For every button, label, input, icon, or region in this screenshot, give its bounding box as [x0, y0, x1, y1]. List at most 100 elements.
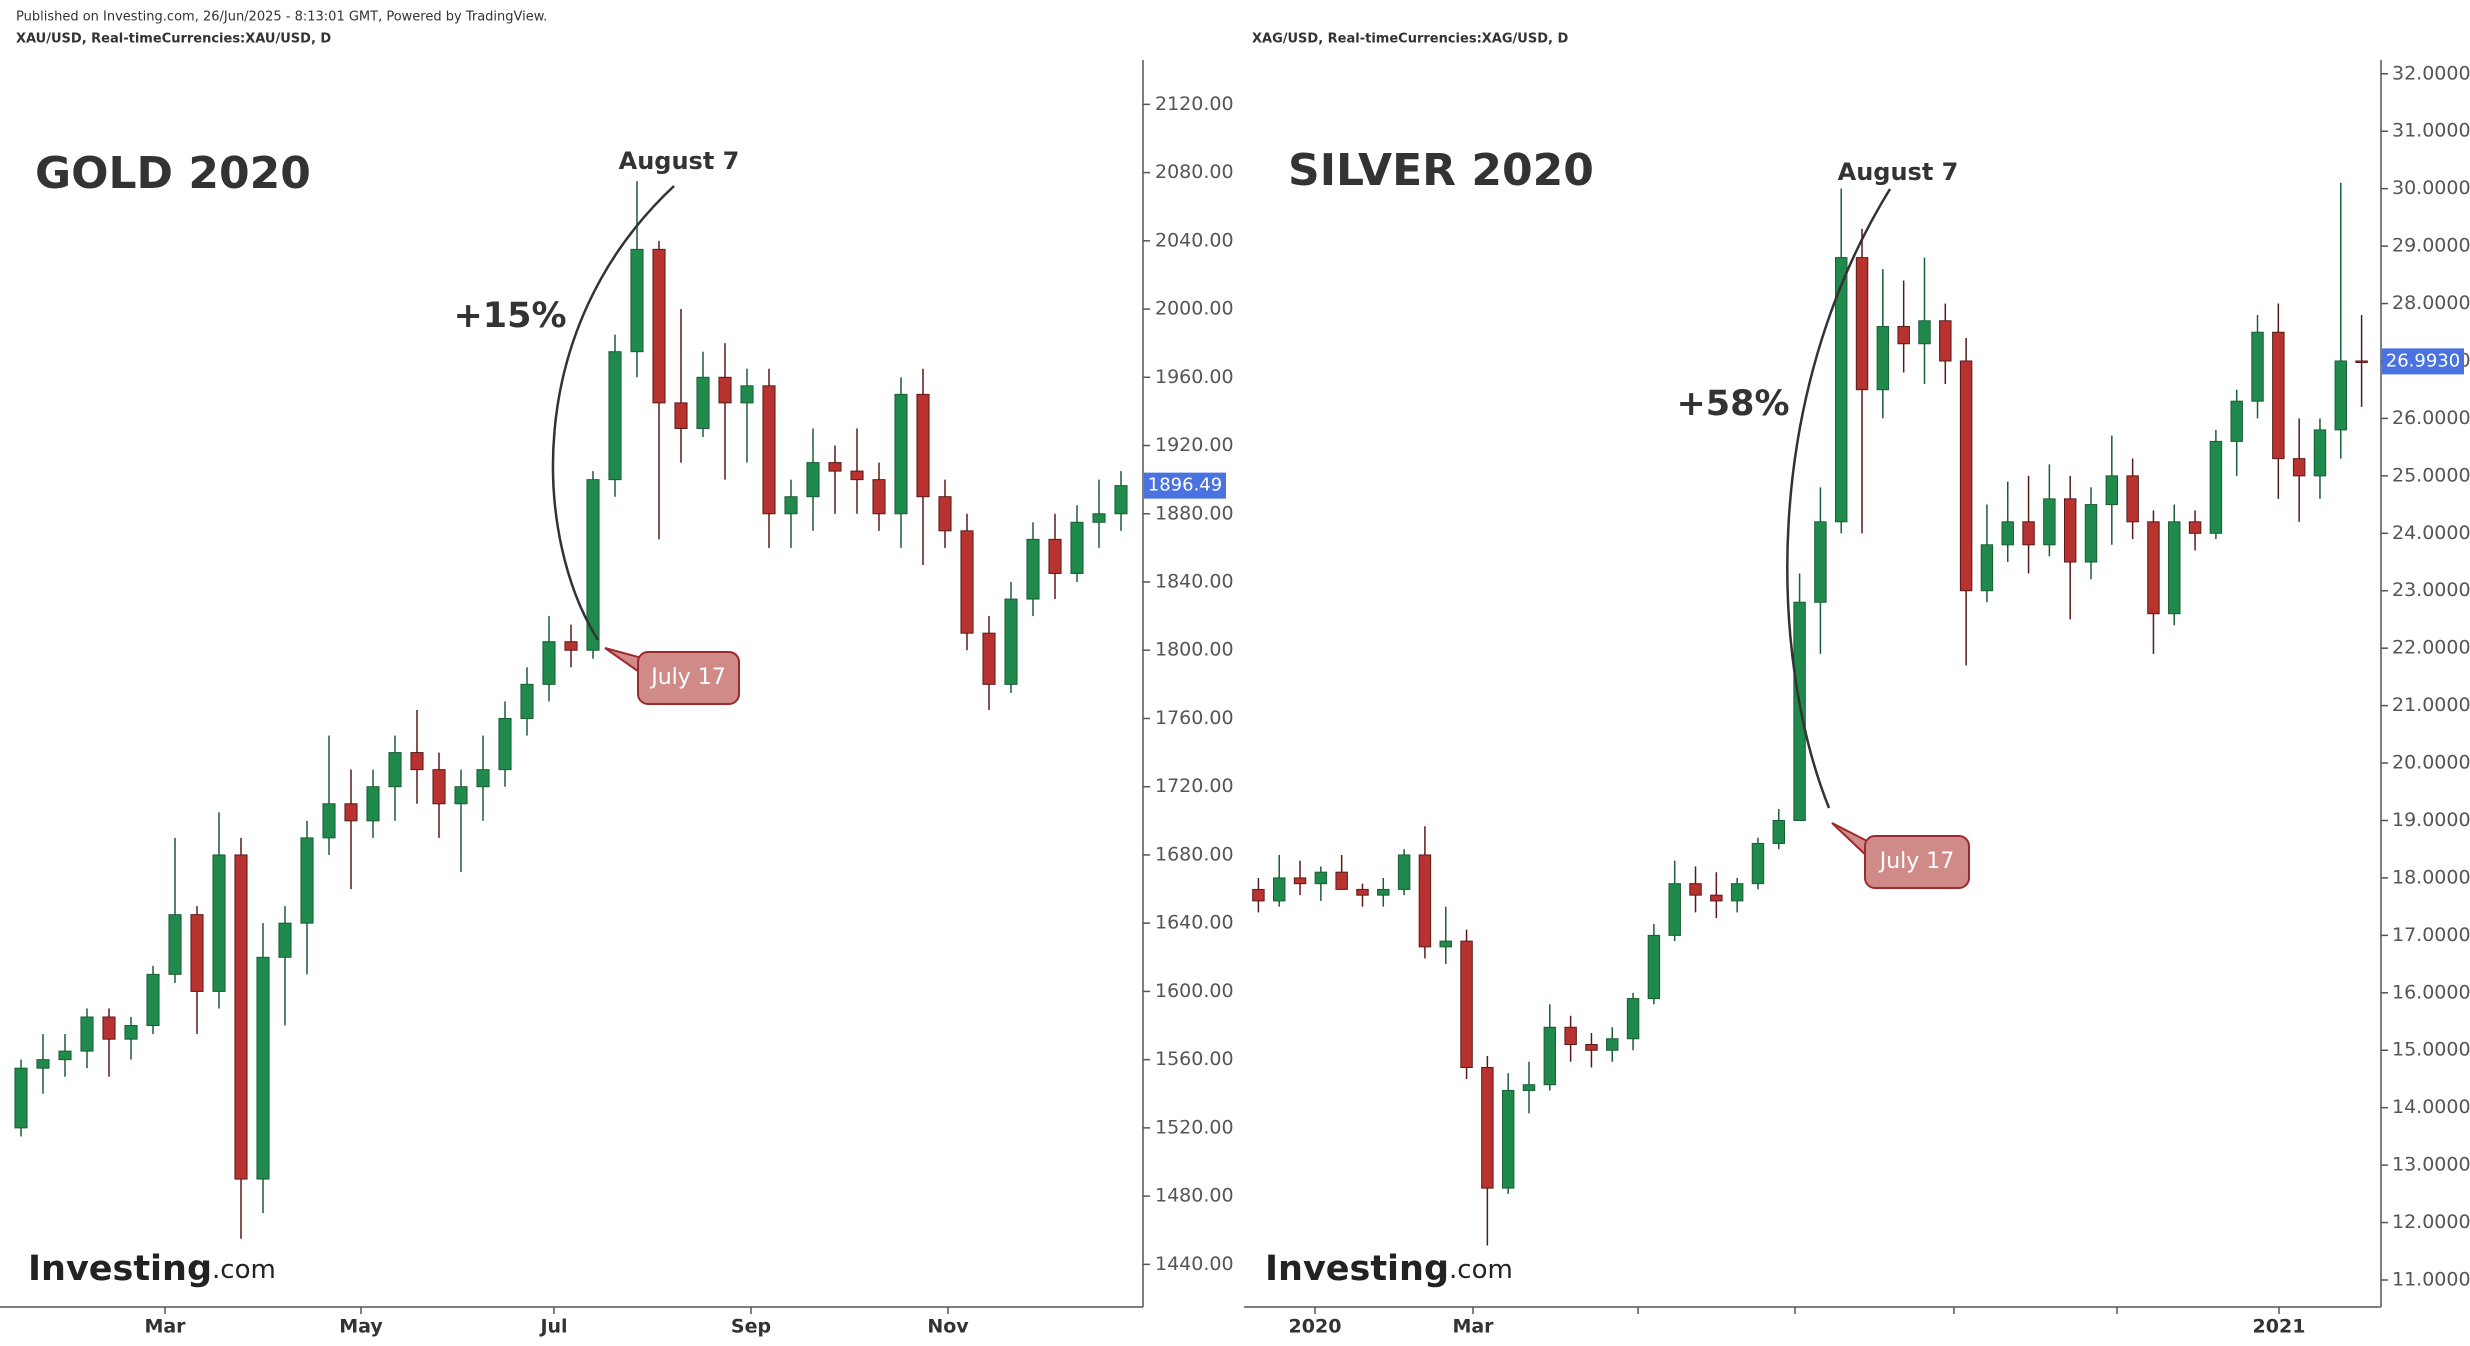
y-tick-label: 31.0000 [2392, 120, 2470, 142]
y-tick-label: 18.0000 [2392, 866, 2470, 888]
y-tick-label: 1640.00 [1155, 912, 1234, 934]
candle-body [1522, 1084, 1536, 1091]
candle-body [168, 914, 182, 975]
candle-body [2292, 458, 2306, 477]
candle-body [1314, 871, 1328, 885]
candle-body [674, 402, 688, 429]
x-tick-label: Jul [538, 1316, 567, 1338]
y-tick-label: 1960.00 [1155, 366, 1234, 388]
x-tick-label: Mar [1452, 1316, 1494, 1338]
candle-body [2147, 521, 2160, 615]
candle-body [1501, 1089, 1515, 1189]
candle-body [652, 248, 666, 404]
y-tick-label: 1760.00 [1155, 707, 1234, 729]
y-tick-label: 1680.00 [1155, 843, 1234, 865]
candle-body [938, 496, 952, 532]
y-tick-label: 21.0000 [2392, 694, 2470, 716]
candle-body [1335, 871, 1348, 890]
y-tick-label: 1600.00 [1155, 980, 1234, 1002]
candle-body [2084, 504, 2098, 563]
chart-title: GOLD 2020 [35, 148, 311, 199]
peak-label: August 7 [1838, 158, 1959, 186]
y-tick-label: 1480.00 [1155, 1185, 1234, 1207]
y-tick-label: 32.0000 [2392, 62, 2470, 84]
rally-arc [1786, 188, 1892, 809]
candle-body [102, 1016, 116, 1040]
logo: Investing.com [1265, 1249, 1513, 1289]
logo-text: Investing [28, 1249, 212, 1289]
logo-suffix: .com [1449, 1255, 1513, 1285]
candle-body [1293, 877, 1307, 885]
candle-body [1418, 854, 1432, 948]
candle-body [322, 803, 336, 839]
candle-body [608, 351, 622, 481]
y-tick-label: 15.0000 [2392, 1039, 2470, 1061]
y-tick-label: 13.0000 [2392, 1154, 2470, 1176]
candle-body [2313, 429, 2327, 477]
candle-body [2063, 498, 2077, 563]
x-tick-label: 2021 [2253, 1316, 2306, 1338]
candle-body [1397, 854, 1411, 890]
candle-body [212, 854, 226, 992]
candle-body [2230, 400, 2243, 442]
candle-body [850, 470, 864, 481]
y-tick-label: 1440.00 [1155, 1253, 1234, 1275]
candle-body [366, 786, 380, 822]
candle-body [300, 837, 314, 924]
candle-body [1647, 934, 1661, 1000]
peak-label: August 7 [619, 147, 740, 175]
candle-body [718, 376, 732, 404]
last-price-box [2382, 348, 2464, 375]
candle-body [1689, 883, 1702, 896]
x-tick-label: Mar [144, 1316, 186, 1338]
y-tick-label: 1840.00 [1155, 571, 1234, 593]
last-price-label: 26.9930 [2386, 350, 2460, 371]
y-tick-label: 30.0000 [2392, 177, 2470, 199]
candle-body [1048, 538, 1062, 574]
y-tick-label: 25.0000 [2392, 464, 2470, 486]
candle-body [2355, 360, 2368, 363]
rally-arc [551, 185, 675, 641]
y-tick-label: 11.0000 [2392, 1269, 2470, 1291]
candle-body [1897, 326, 1910, 345]
candle-body [1070, 521, 1084, 574]
y-tick-label: 1520.00 [1155, 1116, 1234, 1138]
chart-header: XAG/USD, Real-timeCurrencies:XAG/USD, D [1252, 32, 1568, 47]
y-tick-label: 1920.00 [1155, 434, 1234, 456]
y-tick-label: 12.0000 [2392, 1211, 2470, 1233]
candle-body [740, 385, 754, 404]
y-tick-label: 2040.00 [1155, 229, 1234, 251]
candle-body [1114, 485, 1128, 515]
chart-title: SILVER 2020 [1288, 145, 1594, 196]
candle-body [2188, 521, 2202, 534]
candle-body [806, 462, 820, 498]
candle-body [2043, 498, 2056, 546]
candle-body [124, 1025, 138, 1040]
candle-body [784, 496, 798, 515]
candle-body [432, 769, 446, 805]
candle-body [894, 393, 908, 515]
y-tick-label: 28.0000 [2392, 292, 2470, 314]
x-tick-label: Nov [927, 1316, 969, 1338]
candle-body [146, 973, 160, 1027]
candle-body [564, 641, 578, 651]
candle-body [2272, 331, 2285, 460]
y-tick-label: 14.0000 [2392, 1096, 2470, 1118]
candle-body [982, 632, 996, 685]
candle-body [828, 462, 842, 472]
candle-body [872, 479, 886, 515]
candle-body [2334, 360, 2348, 431]
candle-body [1252, 888, 1265, 902]
y-tick-label: 24.0000 [2392, 522, 2470, 544]
candle-body [1460, 940, 1473, 1068]
candle-body [1793, 601, 1806, 821]
y-tick-label: 19.0000 [2392, 809, 2470, 831]
y-tick-label: 1560.00 [1155, 1048, 1234, 1070]
candle-body [1356, 888, 1369, 896]
last-price-box [1144, 472, 1226, 499]
candle-body [454, 786, 468, 805]
published-note: Published on Investing.com, 26/Jun/2025 … [16, 10, 547, 25]
change-label: +58% [1676, 384, 1789, 424]
callout-box [637, 651, 740, 705]
